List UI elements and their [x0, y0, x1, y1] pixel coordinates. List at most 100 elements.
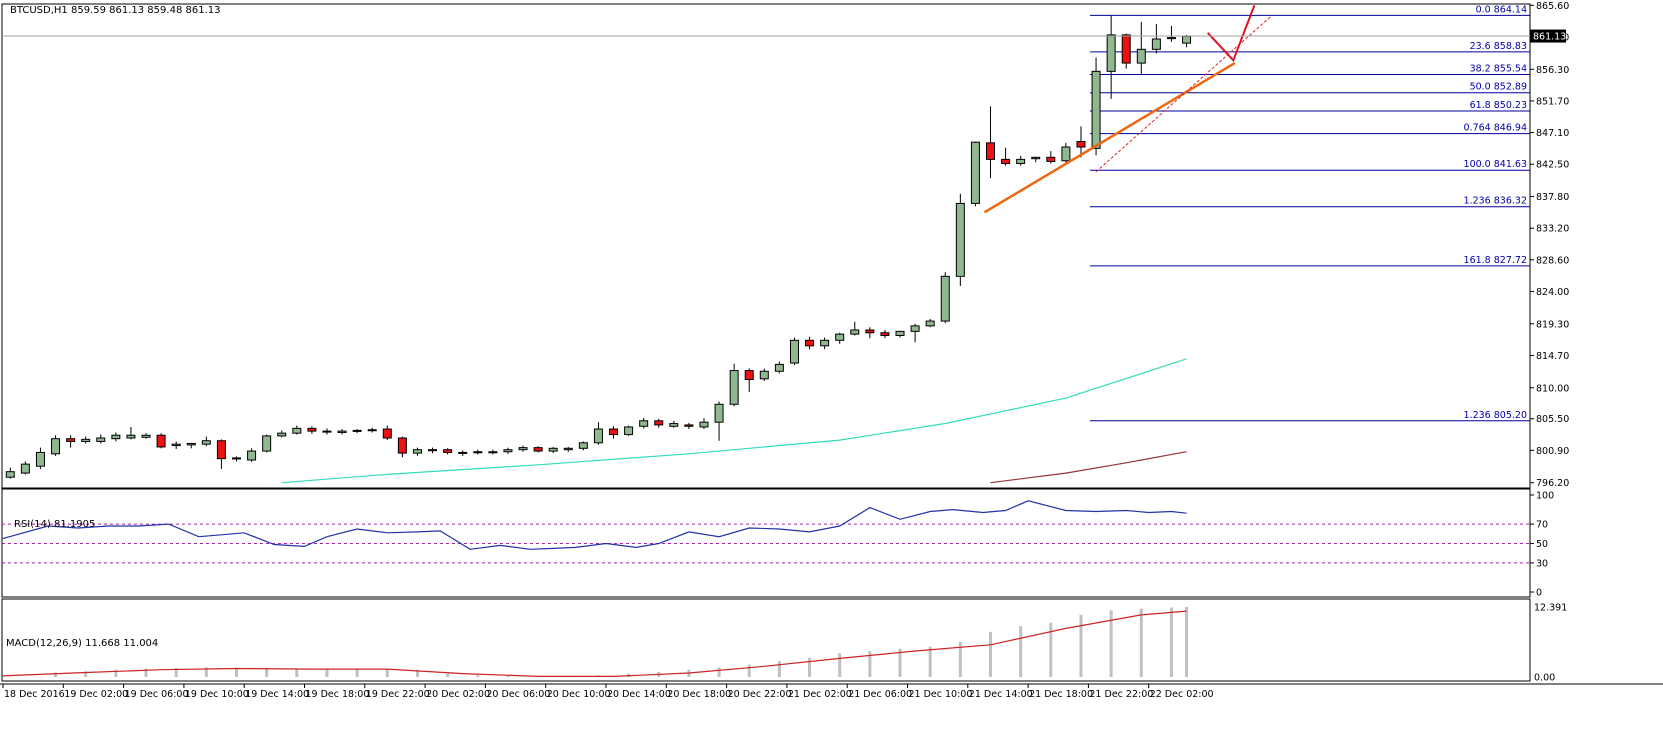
candle-body	[66, 438, 76, 442]
macd-title: MACD(12,26,9) 11.668 11.004	[6, 638, 158, 649]
candle-body	[1046, 156, 1056, 162]
projection-arrow-path[interactable]	[1206, 4, 1256, 63]
candle-body	[609, 428, 618, 436]
candle-body	[216, 440, 226, 460]
price-axis-label: 814.70	[1536, 351, 1569, 362]
time-axis-label: 21 Dec 02:00	[788, 689, 852, 700]
price-axis-label: 796.20	[1536, 478, 1569, 489]
candle-body	[20, 463, 30, 474]
candle-body	[322, 430, 332, 433]
candle-body	[51, 438, 61, 455]
candle-body	[699, 421, 709, 428]
candlestick-series	[5, 15, 1192, 479]
candle-body	[292, 427, 302, 434]
candle-body	[443, 449, 453, 453]
fib-level-label: 61.8 850.23	[1470, 100, 1527, 111]
candle-body	[35, 451, 45, 467]
time-axis-label: 20 Dec 14:00	[607, 689, 671, 700]
price-axis-label: 810.00	[1536, 383, 1569, 394]
time-axis-label: 20 Dec 18:00	[667, 689, 731, 700]
current-price-tag-text: 861.13	[1533, 32, 1566, 43]
axes: 865.60861.00856.30851.70847.10842.50837.…	[2, 1, 1569, 700]
candle-body	[533, 447, 543, 452]
candle-body	[201, 440, 211, 445]
moving-average-slow	[990, 451, 1187, 484]
candle-body	[835, 333, 845, 341]
candle-body	[126, 434, 136, 439]
candle-body	[910, 325, 920, 332]
candle-body	[759, 370, 769, 380]
candle-body	[774, 363, 784, 372]
macd-panel	[2, 607, 1189, 677]
candle-body	[850, 329, 860, 335]
fib-level-label: 1.236 805.20	[1464, 410, 1527, 421]
macd-axis-label: 0.00	[1534, 673, 1555, 684]
candle-body	[593, 428, 603, 444]
time-axis-label: 21 Dec 18:00	[1029, 689, 1093, 700]
candle-body	[880, 332, 890, 336]
price-axis-label: 847.10	[1536, 128, 1569, 139]
candle-body	[1061, 146, 1071, 162]
time-axis-label: 21 Dec 22:00	[1089, 689, 1153, 700]
candle-body	[247, 450, 257, 461]
candle-body	[805, 339, 815, 347]
price-axis-label: 824.00	[1536, 287, 1569, 298]
fib-level-label: 0.764 846.94	[1464, 123, 1527, 134]
candle-body	[428, 449, 438, 452]
price-axis-label: 856.30	[1536, 65, 1569, 76]
time-axis-label: 19 Dec 18:00	[306, 689, 370, 700]
candle-body	[382, 428, 392, 439]
candle-body	[1151, 38, 1161, 50]
time-axis-label: 20 Dec 02:00	[426, 689, 490, 700]
candle-body	[458, 451, 468, 454]
fib-level-label: 23.6 858.83	[1470, 41, 1527, 52]
moving-average-fast	[281, 358, 1187, 484]
macd-signal-line	[2, 610, 1187, 677]
candle-body	[1182, 35, 1192, 44]
candle-body	[1091, 70, 1101, 149]
time-axis-label: 19 Dec 10:00	[185, 689, 249, 700]
candle-body	[412, 449, 422, 454]
candle-body	[186, 442, 196, 446]
candle-body	[865, 329, 875, 334]
bullish-trendline[interactable]	[983, 62, 1236, 214]
fib-ratio: 23.6	[1470, 41, 1494, 52]
candle-body	[744, 370, 754, 381]
candle-body	[714, 403, 724, 423]
fib-ratio: 161.8	[1464, 255, 1494, 266]
candle-body	[1136, 48, 1146, 64]
fib-ratio: 38.2	[1470, 64, 1494, 75]
current-price-tag	[1530, 29, 1566, 43]
dashed-channel-line[interactable]	[1095, 15, 1272, 173]
time-axis-label: 20 Dec 22:00	[728, 689, 792, 700]
fib-price: 836.32	[1494, 196, 1527, 207]
candle-body	[789, 339, 799, 364]
candle-body	[1031, 156, 1041, 160]
candle-body	[277, 432, 287, 437]
rsi-panel	[2, 500, 1530, 564]
time-axis-label: 21 Dec 10:00	[909, 689, 973, 700]
fib-ratio: 100.0	[1464, 159, 1494, 170]
price-axis-label: 800.90	[1536, 446, 1569, 457]
fib-ratio: 50.0	[1470, 82, 1494, 93]
fib-level-label: 38.2 855.54	[1470, 64, 1527, 75]
candle-body	[171, 443, 181, 447]
candle-body	[307, 427, 317, 432]
fib-price: 827.72	[1494, 255, 1527, 266]
candle-body	[473, 451, 483, 454]
candle-body	[820, 339, 830, 347]
time-axis-label: 18 Dec 2016	[4, 689, 65, 700]
candle-body	[895, 330, 905, 336]
rsi-axis-label: 0	[1536, 588, 1542, 599]
time-axis-label: 21 Dec 14:00	[969, 689, 1033, 700]
price-axis-label: 828.60	[1536, 255, 1569, 266]
fib-ratio: 0.0	[1476, 4, 1494, 15]
rsi-axis-label: 50	[1536, 539, 1548, 550]
fib-price: 852.89	[1494, 82, 1527, 93]
candle-body	[5, 471, 15, 478]
candle-body	[684, 424, 694, 427]
candle-body	[548, 447, 558, 452]
chart-drawings[interactable]	[983, 4, 1272, 214]
